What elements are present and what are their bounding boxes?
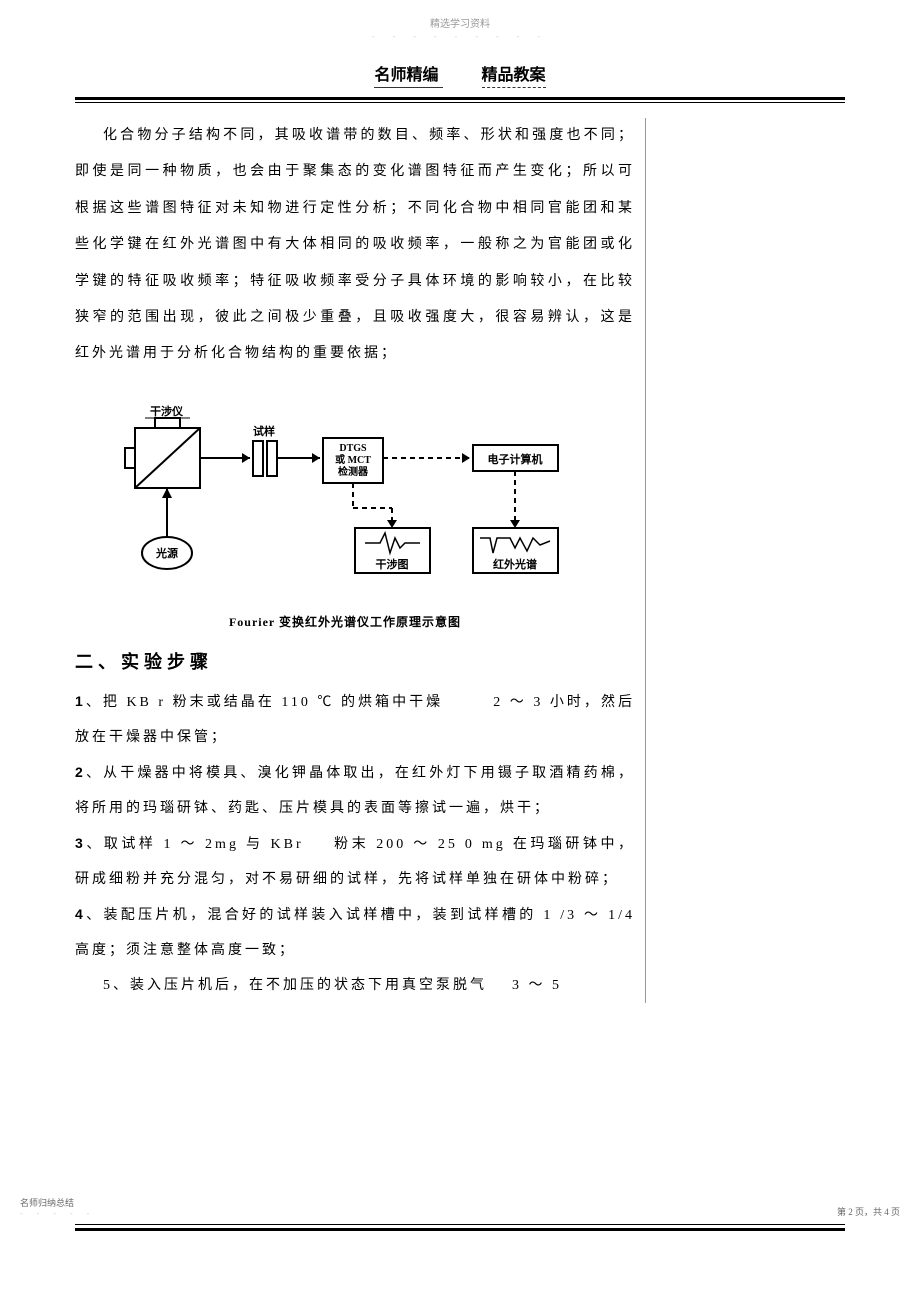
label-interferogram: 干涉图 <box>376 557 409 571</box>
label-detector-3: 检测器 <box>338 465 369 478</box>
step-5-text: 、装入压片机后，在不加压的状态下用真空泵脱气 <box>113 978 487 993</box>
step-4: 4、装配压片机，混合好的试样装入试样槽中，装到试样槽的 1 /3 ～ 1/4 高… <box>75 897 635 968</box>
side-column <box>645 118 845 1003</box>
footer-left-dash: - - - - - <box>20 1209 95 1218</box>
label-ir-spectrum: 红外光谱 <box>493 557 537 571</box>
step-1-num: 1 <box>75 693 86 709</box>
step-2-num: 2 <box>75 764 86 780</box>
step-1-text: 、把 KB r 粉末或结晶在 110 ℃ 的烘箱中干燥 <box>86 695 443 710</box>
diagram-area: 干涉仪 试样 DTGS 或 MCT <box>95 403 595 633</box>
step-4-text: 、装配压片机，混合好的试样装入试样槽中，装到试样槽的 1 /3 ～ 1/4 高度… <box>75 908 635 958</box>
paragraph-1: 化合物分子结构不同，其吸收谱带的数目、频率、形状和强度也不同；即使是同一种物质，… <box>75 118 635 373</box>
step-3: 3、取试样 1 ～ 2mg 与 KBr粉末 200 ～ 25 0 mg 在玛瑙研… <box>75 826 635 897</box>
title-right: 精品教案 <box>482 67 546 84</box>
step-3-num: 3 <box>75 835 86 851</box>
step-2: 2、从干燥器中将模具、溴化钾晶体取出，在红外灯下用镊子取酒精药棉，将所用的玛瑙研… <box>75 755 635 826</box>
step-5-text2: 3 ～ 5 <box>512 978 562 993</box>
top-rule-thick <box>75 97 845 100</box>
footer-left: 名师归纳总结 - - - - - <box>20 1196 95 1218</box>
step-2-text: 、从干燥器中将模具、溴化钾晶体取出，在红外灯下用镊子取酒精药棉，将所用的玛瑙研钵… <box>75 766 635 816</box>
diagram-caption: Fourier 变换红外光谱仪工作原理示意图 <box>95 613 595 630</box>
footer-right: 第 2 页，共 4 页 <box>837 1205 900 1218</box>
page-top-header: 精选学习资料 - - - - - - - - - <box>0 0 920 41</box>
step-5-num: 5 <box>103 978 113 993</box>
label-detector-2: 或 MCT <box>335 453 371 466</box>
label-computer: 电子计算机 <box>488 452 543 466</box>
content-wrapper: 化合物分子结构不同，其吸收谱带的数目、频率、形状和强度也不同；即使是同一种物质，… <box>75 118 845 1003</box>
label-interferometer: 干涉仪 <box>150 404 184 418</box>
main-column: 化合物分子结构不同，其吸收谱带的数目、频率、形状和强度也不同；即使是同一种物质，… <box>75 118 635 1003</box>
ftir-diagram: 干涉仪 试样 DTGS 或 MCT <box>95 403 595 603</box>
section-title: 二、实验步骤 <box>75 648 635 674</box>
step-5: 5、装入压片机后，在不加压的状态下用真空泵脱气 3 ～ 5 <box>75 968 635 1003</box>
label-light-source: 光源 <box>155 546 178 560</box>
step-3-text: 、取试样 1 ～ 2mg 与 KBr <box>86 837 304 852</box>
top-label: 精选学习资料 <box>0 15 920 30</box>
title-left: 名师精编 <box>374 67 438 84</box>
top-dashes: - - - - - - - - - <box>0 32 920 41</box>
step-1: 1、把 KB r 粉末或结晶在 110 ℃ 的烘箱中干燥2 ～ 3 小时，然后放… <box>75 684 635 755</box>
footer-rule-thick <box>75 1228 845 1231</box>
footer-rule-thin <box>75 1224 845 1225</box>
top-rule-thin <box>75 102 845 103</box>
label-detector-1: DTGS <box>339 443 367 454</box>
document-title: 名师精编 精品教案 <box>0 61 920 85</box>
label-sample: 试样 <box>253 424 275 438</box>
step-4-num: 4 <box>75 906 86 922</box>
footer-left-text: 名师归纳总结 <box>20 1196 95 1209</box>
